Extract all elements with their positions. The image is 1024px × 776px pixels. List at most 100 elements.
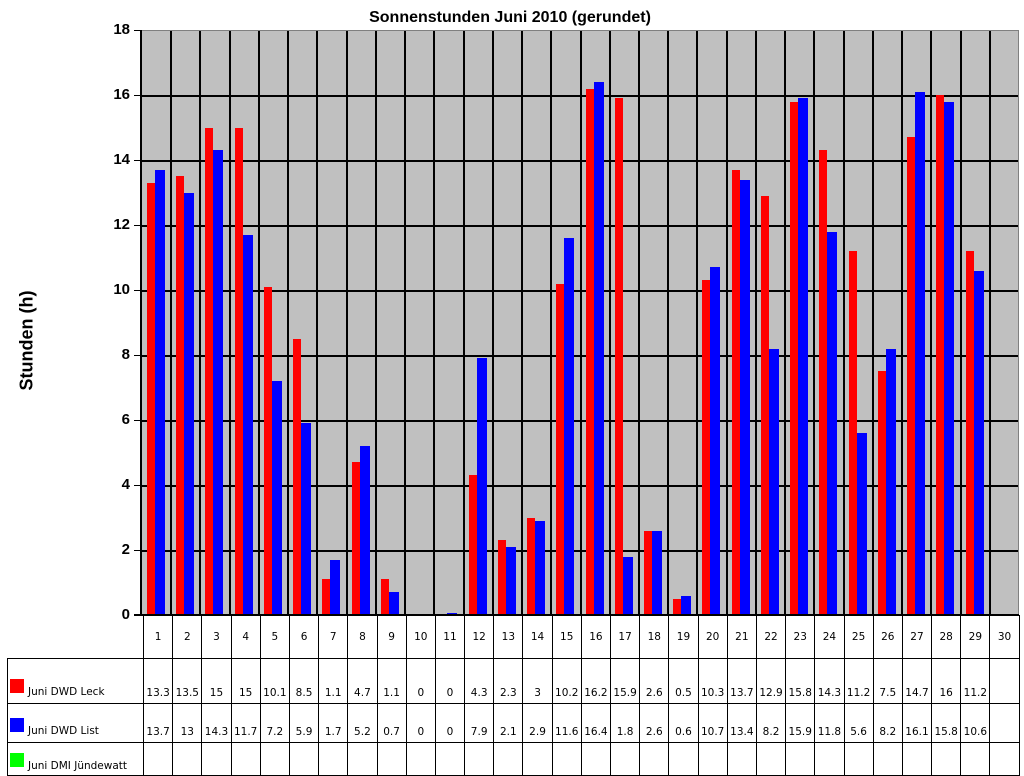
bar-leck — [877, 371, 886, 615]
bar-leck — [936, 95, 945, 615]
bar-list — [476, 358, 487, 615]
y-tick-mark — [134, 615, 142, 616]
data-cell — [639, 741, 670, 776]
legend-swatch-icon — [10, 752, 24, 767]
category-label: 30 — [989, 615, 1020, 659]
data-cell — [726, 741, 757, 776]
category-label: 11 — [434, 615, 466, 659]
y-tick-mark — [134, 225, 142, 226]
bar-list — [710, 267, 721, 615]
table-row: Juni DWD List 13.7 13 14.3 11.7 7.2 5.9 1.7 5.2 0… — [7, 702, 1020, 743]
y-tick-label: 8 — [121, 346, 130, 363]
data-cell: 13.7 — [726, 657, 757, 704]
category-label: 24 — [814, 615, 845, 659]
category-label: 16 — [580, 615, 612, 659]
bar-list — [973, 270, 984, 615]
data-cell: 16 — [931, 657, 962, 704]
y-tick-mark — [134, 95, 142, 96]
data-cell — [405, 741, 436, 776]
data-cell — [376, 741, 407, 776]
data-cell: 16.1 — [901, 702, 933, 743]
bar-leck — [234, 127, 243, 615]
v-gridline — [667, 31, 670, 615]
y-tick-label: 18 — [113, 21, 130, 38]
bar-list — [856, 433, 867, 615]
bar-list — [915, 91, 926, 615]
category-label: 28 — [931, 615, 962, 659]
data-cell: 14.3 — [201, 702, 232, 743]
data-cell — [172, 741, 203, 776]
category-label: 23 — [785, 615, 816, 659]
bar-leck — [176, 176, 185, 615]
data-cell — [259, 741, 290, 776]
data-cell: 11.8 — [814, 702, 845, 743]
y-tick-mark — [134, 160, 142, 161]
data-cell — [989, 657, 1020, 704]
v-gridline — [901, 31, 904, 615]
bar-leck — [380, 579, 389, 615]
category-label: 13 — [493, 615, 524, 659]
category-label: 19 — [668, 615, 699, 659]
category-label: 10 — [405, 615, 436, 659]
bar-list — [301, 423, 312, 615]
x-axis-line — [134, 614, 1019, 616]
data-cell — [668, 741, 699, 776]
data-cell: 13.3 — [142, 657, 174, 704]
bar-leck — [907, 137, 916, 615]
v-gridline — [345, 31, 348, 615]
bar-list — [798, 98, 809, 615]
data-cell: 1.1 — [318, 657, 349, 704]
bar-leck — [643, 530, 652, 615]
v-gridline — [404, 31, 407, 615]
data-cell: 1.8 — [609, 702, 641, 743]
bar-leck — [293, 338, 302, 615]
data-cell: 7.5 — [872, 657, 903, 704]
data-cell: 15.9 — [609, 657, 641, 704]
chart-title: Sonnenstunden Juni 2010 (gerundet) — [369, 9, 651, 26]
data-cell: 5.2 — [347, 702, 378, 743]
data-cell — [901, 741, 933, 776]
bar-leck — [965, 251, 974, 615]
bar-leck — [468, 475, 477, 615]
data-cell: 11.2 — [843, 657, 874, 704]
data-cell: 10.7 — [697, 702, 728, 743]
bar-list — [739, 179, 750, 615]
bar-list — [505, 546, 516, 615]
category-label: 6 — [288, 615, 320, 659]
y-tick-label: 2 — [121, 541, 130, 558]
bar-list — [564, 238, 575, 615]
y-tick-mark — [134, 30, 142, 31]
data-cell — [288, 741, 320, 776]
y-tick-label: 0 — [121, 606, 130, 623]
category-label: 4 — [230, 615, 261, 659]
category-label: 29 — [960, 615, 991, 659]
bar-leck — [614, 98, 623, 615]
bar-list — [184, 192, 195, 615]
data-cell: 0 — [434, 702, 466, 743]
y-tick-label: 10 — [113, 281, 130, 298]
data-cell: 15.8 — [785, 657, 816, 704]
v-gridline — [959, 31, 962, 615]
data-cell: 7.9 — [464, 702, 495, 743]
category-label: 2 — [172, 615, 203, 659]
bar-list — [768, 348, 779, 615]
v-gridline — [199, 31, 202, 615]
v-gridline — [521, 31, 524, 615]
bar-leck — [819, 150, 828, 615]
data-cell: 7.2 — [259, 702, 290, 743]
v-gridline — [842, 31, 845, 615]
data-cell: 0.7 — [376, 702, 407, 743]
v-gridline — [608, 31, 611, 615]
bar-list — [213, 150, 224, 615]
data-table: 1 2 3 4 5 6 7 8 9 10 11 12 13 14 15 16 17 18 19 20 21 22 23 24 2… — [7, 615, 1020, 776]
y-tick-mark — [134, 485, 142, 486]
v-gridline — [871, 31, 874, 615]
data-cell: 13.4 — [726, 702, 757, 743]
y-tick-label: 16 — [113, 86, 130, 103]
data-cell: 14.7 — [901, 657, 933, 704]
data-cell: 8.2 — [755, 702, 787, 743]
data-cell: 11.7 — [230, 702, 261, 743]
legend-swatch-icon — [10, 717, 24, 732]
data-cell — [493, 741, 524, 776]
v-gridline — [550, 31, 553, 615]
